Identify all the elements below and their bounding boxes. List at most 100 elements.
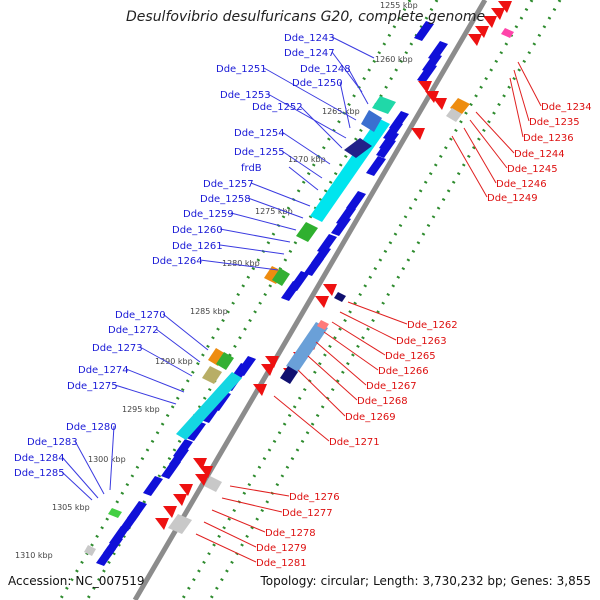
gene-block-blue: [281, 281, 301, 301]
gene-leader-line: [267, 93, 347, 139]
kbp-tick-label: 1270 kbp: [288, 155, 326, 164]
gene-block-red: [468, 34, 482, 46]
gene-block-red: [261, 364, 275, 376]
gene-block-grey: [446, 108, 462, 122]
gene-leader-line: [347, 67, 369, 105]
gene-label: Dde_1264: [152, 256, 203, 267]
gene-block-red: [163, 506, 177, 518]
gene-label: Dde_1267: [366, 381, 417, 392]
gene-block-navy: [280, 366, 298, 384]
kbp-tick-label: 1275 kbp: [255, 207, 293, 216]
gene-label: Dde_1285: [14, 468, 65, 479]
gene-leader-line: [469, 119, 508, 169]
gene-label: Dde_1248: [300, 64, 351, 75]
gene-label: Dde_1269: [345, 412, 396, 423]
gene-leader-line: [139, 346, 193, 377]
gene-label: Dde_1257: [203, 179, 254, 190]
gene-label: Dde_1259: [183, 209, 234, 220]
gene-label: Dde_1255: [234, 147, 285, 158]
gene-block-orange: [208, 348, 226, 366]
gene-label: Dde_1268: [357, 396, 408, 407]
gene-block-red: [475, 26, 489, 38]
gene-block-red: [155, 518, 169, 530]
gene-label: Dde_1236: [523, 133, 574, 144]
gene-label: Dde_1284: [14, 453, 65, 464]
gene-block-blue: [414, 21, 434, 41]
gene-leader-line: [315, 341, 367, 386]
kbp-tick-label: 1285 kbp: [190, 307, 228, 316]
gene-leader-line: [281, 150, 323, 179]
gene-label: Dde_1258: [200, 194, 251, 205]
gene-label: Dde_1246: [496, 179, 547, 190]
gene-label: Dde_1244: [514, 149, 565, 160]
gene-leader-line: [339, 311, 397, 341]
gene-label: Dde_1270: [115, 310, 166, 321]
gene-block-blue: [186, 421, 206, 441]
gene-leader-line: [109, 425, 115, 491]
topology-label: Topology:: [260, 574, 317, 588]
gene-leader-line: [331, 321, 386, 356]
gene-leader-line: [247, 197, 304, 219]
gene-block-blue: [201, 403, 221, 423]
gene-leader-line: [162, 313, 209, 351]
gene-leader-line: [263, 67, 357, 121]
gene-block-magenta: [501, 28, 514, 38]
gene-label: Dde_1277: [282, 508, 333, 519]
gene-block-green: [216, 352, 234, 370]
gene-leader-line: [475, 111, 515, 154]
gene-block-red: [173, 494, 187, 506]
gene-label: Dde_1278: [265, 528, 316, 539]
gene-label: Dde_1275: [67, 381, 118, 392]
map-title: Desulfovibrio desulfuricans G20, complet…: [126, 9, 486, 25]
gene-label: Dde_1250: [292, 78, 343, 89]
gene-block-lightblue: [286, 322, 328, 372]
kbp-tick-label: 1260 kbp: [375, 55, 413, 64]
gene-leader-line: [281, 131, 331, 165]
gene-block-blue: [346, 191, 366, 211]
gene-label: Dde_1263: [396, 336, 447, 347]
gene-label: Dde_1279: [256, 543, 307, 554]
gene-leader-line: [61, 456, 99, 499]
gene-leader-line: [219, 244, 285, 255]
gene-label: Dde_1247: [284, 48, 335, 59]
gene-label: Dde_1281: [256, 558, 307, 569]
gene-leader-line: [347, 301, 408, 325]
gene-block-red: [433, 98, 447, 110]
gene-leader-line: [221, 497, 283, 513]
gene-block-blue: [417, 63, 437, 83]
gene-block-green: [108, 508, 122, 518]
gene-leader-line: [211, 509, 266, 533]
gene-label: Dde_1266: [378, 366, 429, 377]
gene-block-navy: [334, 292, 346, 302]
kbp-tick-label: 1280 kbp: [222, 259, 260, 268]
gene-leader-line: [199, 259, 279, 271]
gene-label: Dde_1262: [407, 320, 458, 331]
gene-label: Dde_1234: [541, 102, 592, 113]
gene-block-red: [425, 91, 439, 103]
gene-block-red: [315, 296, 329, 308]
kbp-tick-label: 1255 kbp: [380, 1, 418, 10]
gene-leader-line: [155, 328, 201, 363]
accession-value: NC_007519: [75, 574, 145, 588]
gene-leader-line: [250, 182, 311, 207]
gene-leader-line: [203, 521, 257, 548]
gene-leader-line: [74, 440, 105, 495]
gene-block-red: [411, 128, 425, 140]
gene-leader-line: [451, 135, 488, 198]
gene-label: Dde_1254: [234, 128, 285, 139]
kbp-tick-label: 1295 kbp: [122, 405, 160, 414]
gene-block-red: [323, 284, 337, 296]
gene-label: Dde_1273: [92, 343, 143, 354]
gene-block-red: [483, 16, 497, 28]
gene-leader-line: [339, 81, 351, 129]
gene-block-red: [195, 474, 209, 486]
genome-summary: Topology: circular; Length: 3,730,232 bp; Ge…: [260, 574, 591, 588]
topology-value: circular;: [320, 574, 370, 588]
gene-label: Dde_1235: [529, 117, 580, 128]
gene-block-blue: [96, 546, 116, 566]
gene-label: Dde_1261: [172, 241, 223, 252]
gene-leader-line: [331, 36, 375, 59]
gene-label: Dde_1253: [220, 90, 271, 101]
